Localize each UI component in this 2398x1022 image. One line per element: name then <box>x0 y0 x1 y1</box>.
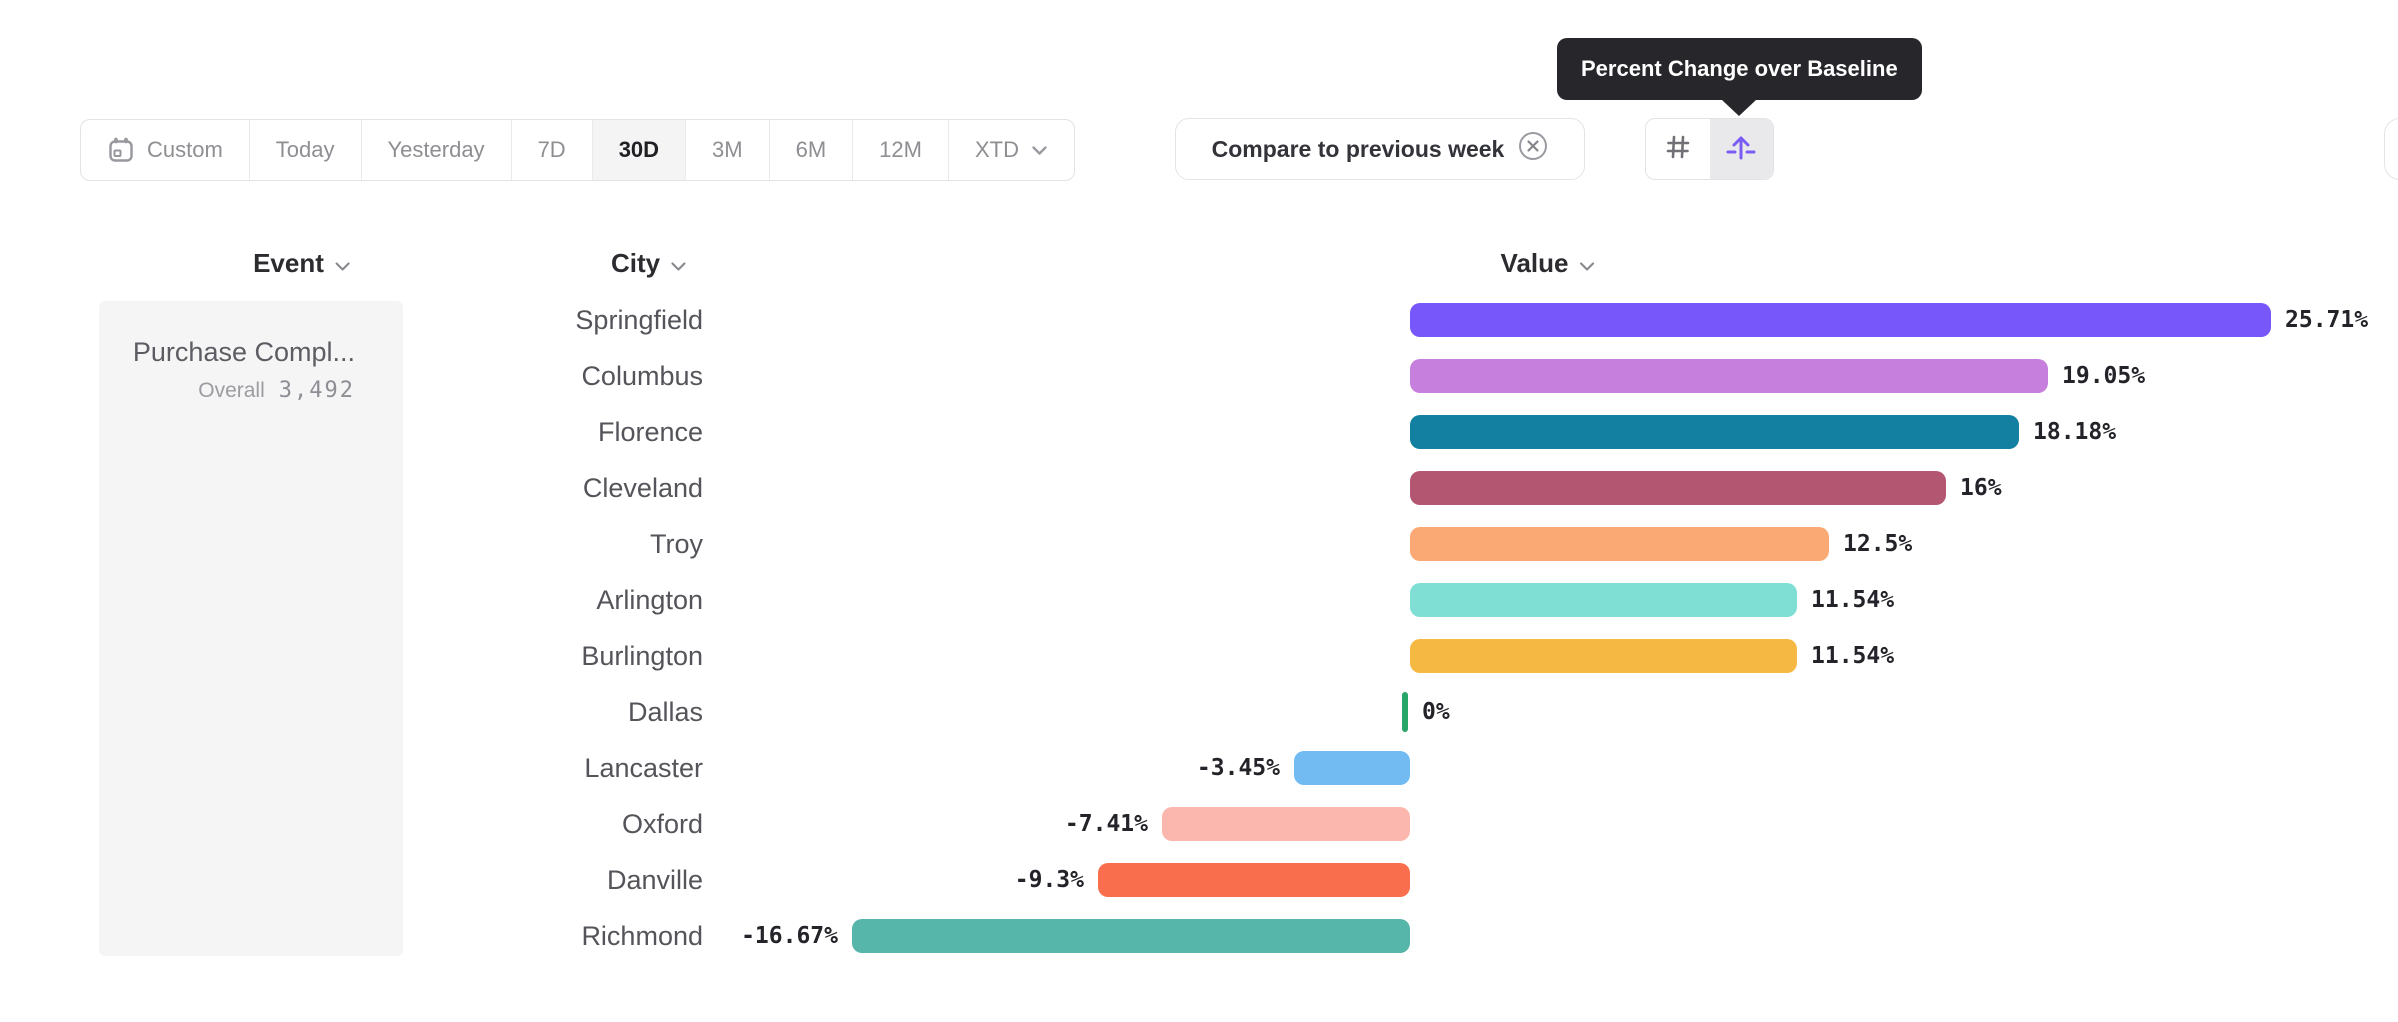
clipped-toolbar-button[interactable] <box>2384 118 2398 180</box>
chart-row-oxford: Oxford -7.41% <box>0 796 2398 852</box>
value-label: 11.54% <box>1811 643 1895 669</box>
chevron-down-icon <box>1578 248 1595 279</box>
value-bar[interactable] <box>1410 415 2019 449</box>
chart-row-springfield: Springfield 25.71% <box>0 292 2398 348</box>
arrow-up-baseline-icon <box>1725 131 1757 168</box>
chart-row-richmond: Richmond -16.67% <box>0 908 2398 964</box>
value-label: -9.3% <box>1014 867 1084 893</box>
date-range-label: Yesterday <box>387 137 485 162</box>
chart-row-troy: Troy 12.5% <box>0 516 2398 572</box>
calendar-icon <box>107 136 135 164</box>
value-label: 11.54% <box>1811 587 1895 613</box>
column-header-value[interactable]: Value <box>1501 248 1596 279</box>
compare-label: Compare to previous week <box>1211 135 1505 162</box>
value-bar[interactable] <box>1410 527 1829 561</box>
bar-chart: Springfield 25.71% Columbus 19.05% Florence 1… <box>0 292 2398 964</box>
value-label: 25.71% <box>2285 307 2369 333</box>
city-label: Columbus <box>581 361 703 391</box>
city-header-label: City <box>610 248 661 278</box>
event-overall-row: Overall 3,492 <box>99 378 355 403</box>
value-label: -7.41% <box>1064 811 1148 837</box>
date-range-30d[interactable]: 30D <box>592 120 687 180</box>
chart-row-dallas: Dallas 0% <box>0 684 2398 740</box>
value-bar[interactable] <box>1410 583 1797 617</box>
city-label: Richmond <box>581 921 703 951</box>
city-label: Dallas <box>627 697 703 727</box>
value-label: 19.05% <box>2062 363 2146 389</box>
value-bar[interactable] <box>1410 303 2271 337</box>
date-range-7d[interactable]: 7D <box>512 120 593 180</box>
event-name: Purchase Compl... <box>132 337 355 367</box>
circle-x-icon[interactable] <box>1518 131 1548 167</box>
date-range-label: 30D <box>618 137 660 162</box>
tooltip-percent-change-over-baseline: Percent Change over Baseline <box>1557 38 1922 100</box>
chart-view-toggle-group <box>1645 118 1774 180</box>
chevron-down-icon <box>670 248 687 279</box>
chart-row-florence: Florence 18.18% <box>0 404 2398 460</box>
date-range-xtd[interactable]: XTD <box>949 120 1074 180</box>
value-header-label: Value <box>1500 248 1569 278</box>
date-range-yesterday[interactable]: Yesterday <box>362 120 512 180</box>
value-bar[interactable] <box>1294 751 1410 785</box>
hash-icon <box>1663 132 1693 167</box>
date-range-label: 7D <box>537 137 566 162</box>
city-label: Troy <box>650 529 703 559</box>
date-range-label: 3M <box>712 137 743 162</box>
chart-row-burlington: Burlington 11.54% <box>0 628 2398 684</box>
date-range-toolbar: Custom Today Yesterday 7D 30D 3M 6M 12M XTD <box>80 119 1075 181</box>
event-card[interactable]: Purchase Compl... Overall 3,492 <box>99 301 403 956</box>
chevron-down-icon <box>1031 145 1048 156</box>
city-label: Springfield <box>575 305 703 335</box>
date-range-label: Custom <box>147 137 223 162</box>
value-bar[interactable] <box>1402 692 1408 732</box>
date-range-today[interactable]: Today <box>250 120 362 180</box>
value-bar[interactable] <box>1410 359 2048 393</box>
value-label: 16% <box>1960 475 2002 501</box>
chart-row-arlington: Arlington 11.54% <box>0 572 2398 628</box>
date-range-custom[interactable]: Custom <box>81 120 250 180</box>
city-label: Arlington <box>596 585 703 615</box>
column-header-city[interactable]: City <box>611 248 687 279</box>
value-label: 18.18% <box>2033 419 2117 445</box>
date-range-label: 6M <box>795 137 827 162</box>
date-range-12m[interactable]: 12M <box>853 120 949 180</box>
overall-label: Overall <box>198 379 265 402</box>
city-label: Danville <box>606 865 703 895</box>
event-header-label: Event <box>253 248 324 278</box>
value-bar[interactable] <box>1410 639 1797 673</box>
city-label: Florence <box>597 417 703 447</box>
city-label: Lancaster <box>584 753 703 783</box>
percent-change-over-baseline-button[interactable] <box>1709 119 1773 179</box>
city-label: Cleveland <box>582 473 703 503</box>
date-range-label: XTD <box>974 137 1019 162</box>
value-bar[interactable] <box>852 919 1410 953</box>
city-label: Oxford <box>621 809 703 839</box>
overall-value: 3,492 <box>278 378 355 403</box>
value-label: 12.5% <box>1843 531 1913 557</box>
date-range-6m[interactable]: 6M <box>770 120 854 180</box>
chart-row-columbus: Columbus 19.05% <box>0 348 2398 404</box>
value-label: -3.45% <box>1196 755 1280 781</box>
value-bar[interactable] <box>1410 471 1946 505</box>
value-label: 0% <box>1422 699 1450 725</box>
city-label: Burlington <box>581 641 703 671</box>
column-header-event[interactable]: Event <box>253 248 351 279</box>
date-range-label: 12M <box>879 137 922 162</box>
value-bar[interactable] <box>1162 807 1410 841</box>
date-range-label: Today <box>275 137 335 162</box>
chevron-down-icon <box>334 248 351 279</box>
chart-row-danville: Danville -9.3% <box>0 852 2398 908</box>
compare-to-previous-week-button[interactable]: Compare to previous week <box>1175 118 1585 180</box>
chart-row-cleveland: Cleveland 16% <box>0 460 2398 516</box>
date-range-3m[interactable]: 3M <box>686 120 770 180</box>
chart-row-lancaster: Lancaster -3.45% <box>0 740 2398 796</box>
grid-view-button[interactable] <box>1646 119 1710 179</box>
value-label: -16.67% <box>741 923 838 949</box>
value-bar[interactable] <box>1098 863 1410 897</box>
tooltip-text: Percent Change over Baseline <box>1581 56 1898 81</box>
